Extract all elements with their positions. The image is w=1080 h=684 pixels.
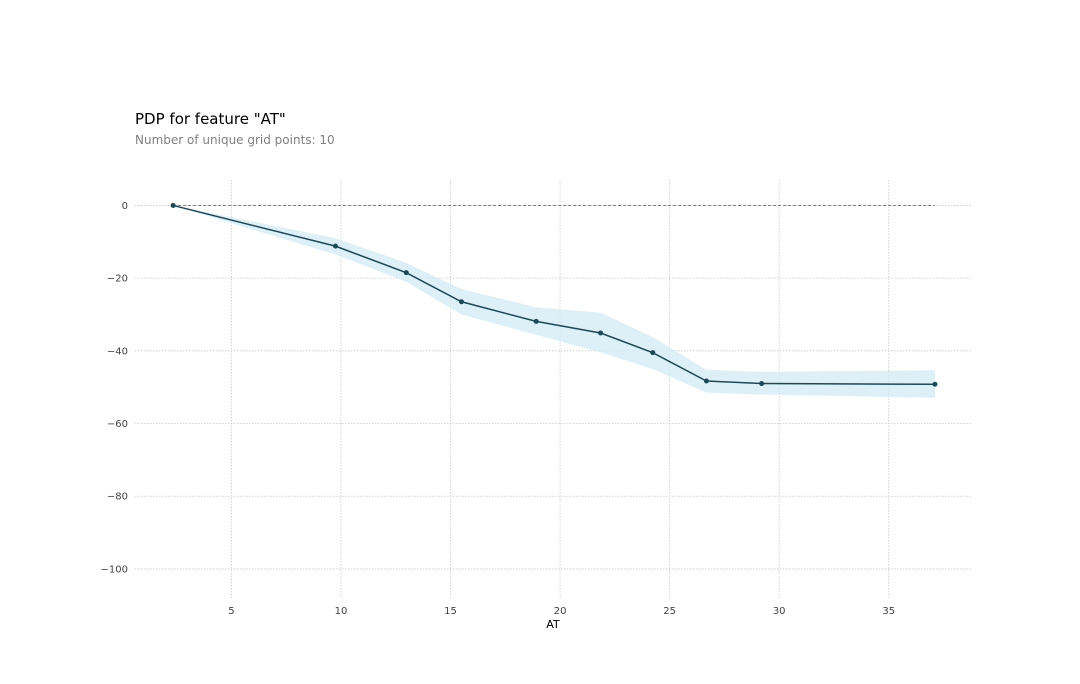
data-point [458,299,464,305]
chart-title: PDP for feature "AT" [135,110,286,128]
x-tick-label: 5 [228,606,234,617]
data-points [170,202,938,387]
y-tick-label: −20 [107,274,128,285]
y-tick-labels: 0 −20 −40 −60 −80 −100 [101,201,128,575]
data-point [403,270,409,276]
confidence-band-area [173,205,935,398]
x-tick-labels: 5 10 15 20 25 30 35 [228,606,895,617]
y-tick-label: −100 [101,564,128,575]
data-point [332,243,338,249]
y-tick-label: −40 [107,346,128,357]
x-tick-label: 35 [882,606,895,617]
x-axis-label: AT [546,618,560,631]
data-point [170,202,176,208]
data-point [533,318,539,324]
pdp-line [172,204,935,386]
series-line [172,204,935,386]
y-tick-label: −80 [107,492,128,503]
x-tick-label: 20 [554,606,567,617]
data-point [932,381,938,387]
data-point [650,350,656,356]
x-tick-label: 15 [444,606,457,617]
data-point [703,378,709,384]
y-tick-label: 0 [122,201,128,212]
y-tick-label: −60 [107,419,128,430]
chart-subtitle: Number of unique grid points: 10 [135,133,335,147]
data-point [759,381,765,387]
data-point [598,330,604,336]
x-tick-label: 10 [335,606,348,617]
x-tick-label: 25 [663,606,676,617]
x-tick-label: 30 [773,606,786,617]
confidence-band [173,205,935,398]
